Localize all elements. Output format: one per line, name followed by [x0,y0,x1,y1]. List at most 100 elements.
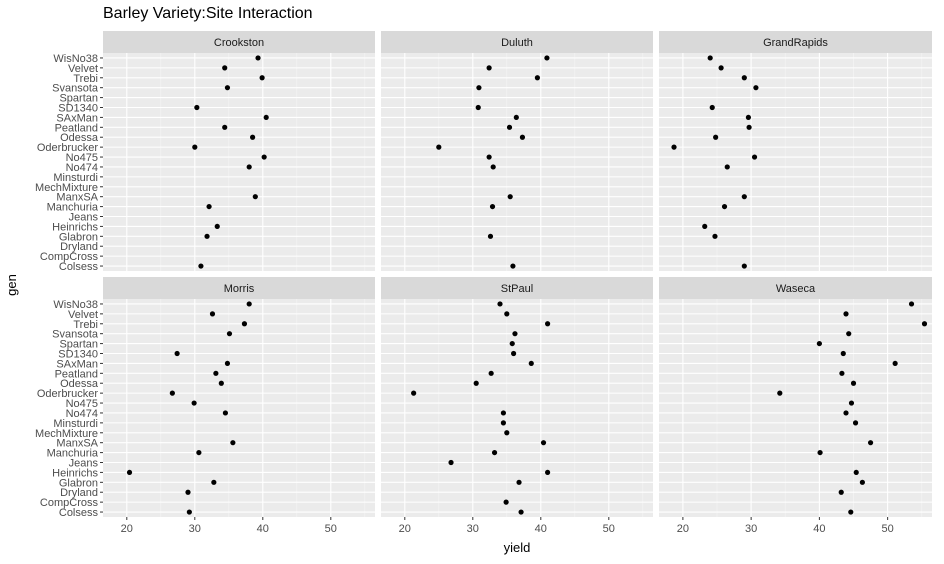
data-point-grandrapids-svansota [753,85,759,91]
strip-label: Morris [224,283,255,295]
strip-label: GrandRapids [763,37,828,49]
y-tick-label: Glabron [59,231,98,243]
y-tick-label: No474 [66,408,98,420]
x-tick-label: 20 [121,523,133,535]
y-tick-label: SD1340 [58,103,98,115]
y-tick-label: CompCross [40,497,99,509]
x-tick-label: 40 [813,523,825,535]
y-tick-label: Peatland [55,122,98,134]
y-tick-label: Dryland [60,241,98,253]
data-point-crookston-saxman [263,114,269,121]
data-point-stpaul-wisno38 [497,301,503,307]
data-point-stpaul-velvet [504,311,510,317]
data-point-morris-velvet [209,311,216,317]
x-tick-label: 50 [603,523,615,535]
data-point-duluth-sd1340 [475,104,481,111]
data-point-duluth-oderbrucker [436,144,442,150]
data-point-crookston-velvet [222,65,228,71]
y-tick-label: No475 [66,398,98,410]
strip-label: StPaul [501,283,533,295]
y-tick-label: Oderbrucker [37,388,98,400]
y-tick-label: Jeans [69,458,99,470]
x-tick-label: 20 [677,523,689,535]
panel-background [659,299,932,517]
y-tick-label: No474 [66,162,98,174]
x-tick-label: 20 [399,523,411,535]
x-tick-label: 40 [535,523,547,535]
x-tick-label: 40 [257,523,269,535]
data-point-morris-dryland [185,489,191,495]
y-tick-label: No475 [66,152,98,164]
data-point-duluth-peatland [506,124,513,130]
data-point-waseca-no475 [848,400,855,406]
x-tick-label: 30 [467,523,479,535]
data-point-grandrapids-manchuria [721,203,728,210]
data-point-stpaul-compcross [503,499,509,505]
x-tick-label: 30 [745,523,757,535]
data-point-grandrapids-velvet [718,65,724,71]
data-point-duluth-no475 [486,154,492,160]
y-tick-label: ManxSA [56,192,98,204]
data-point-waseca-spartan [816,340,822,347]
data-point-morris-colsess [186,509,192,515]
y-tick-label: Colsess [59,507,99,519]
data-point-stpaul-spartan [509,340,515,347]
data-point-stpaul-glabron [516,479,522,485]
y-tick-label: CompCross [40,251,99,263]
y-tick-label: Svansota [52,83,99,95]
data-point-duluth-manxsa [507,194,513,200]
data-point-duluth-svansota [476,85,482,91]
data-point-grandrapids-oderbrucker [671,144,677,150]
chart-title: Barley Variety:Site Interaction [103,5,313,22]
data-point-stpaul-saxman [528,360,534,367]
y-tick-label: WisNo38 [53,299,98,311]
y-axis-title: gen [4,274,19,296]
data-point-morris-odessa [218,380,224,386]
y-tick-label: Trebi [73,73,98,85]
data-point-waseca-heinrichs [853,469,859,476]
data-point-morris-svansota [226,331,233,337]
data-point-stpaul-mechmixture [504,430,510,436]
data-point-morris-wisno38 [246,301,252,307]
data-point-duluth-odessa [519,134,526,140]
y-tick-label: SAxMan [56,358,98,370]
y-tick-label: Glabron [59,477,98,489]
panel-duluth: Duluth [381,31,653,271]
y-tick-label: Spartan [59,339,98,351]
data-point-waseca-wisno38 [908,301,915,307]
data-point-duluth-saxman [513,114,519,121]
y-tick-label: Peatland [55,368,98,380]
data-point-grandrapids-sd1340 [709,104,715,111]
data-point-duluth-trebi [534,75,541,81]
data-point-stpaul-manxsa [540,440,547,446]
x-tick-label: 50 [325,523,337,535]
data-point-grandrapids-no475 [751,154,758,160]
y-tick-label: MechMixture [35,182,98,194]
data-point-crookston-manchuria [206,203,212,210]
y-tick-label: Odessa [60,132,99,144]
y-tick-label: Heinrichs [52,221,98,233]
data-point-duluth-velvet [486,65,492,71]
data-point-crookston-peatland [222,124,228,130]
data-point-stpaul-jeans [448,459,454,466]
panel-background [381,299,653,517]
panel-background [103,299,375,517]
y-tick-label: Minsturdi [53,172,98,184]
data-point-waseca-no474 [843,410,849,416]
data-point-crookston-svansota [224,85,231,91]
y-tick-label: Velvet [68,309,98,321]
data-point-waseca-glabron [859,479,865,485]
data-point-grandrapids-glabron [712,233,718,239]
strip-label: Duluth [501,37,533,49]
data-point-morris-peatland [213,370,219,376]
data-point-crookston-odessa [250,134,256,140]
data-point-morris-oderbrucker [169,390,175,396]
y-tick-label: Odessa [60,378,99,390]
data-point-stpaul-peatland [488,370,494,376]
data-point-grandrapids-wisno38 [707,55,713,61]
data-point-crookston-colsess [198,263,204,269]
y-tick-label: Jeans [69,212,99,224]
data-point-waseca-manchuria [817,449,823,456]
y-tick-label: SAxMan [56,112,98,124]
